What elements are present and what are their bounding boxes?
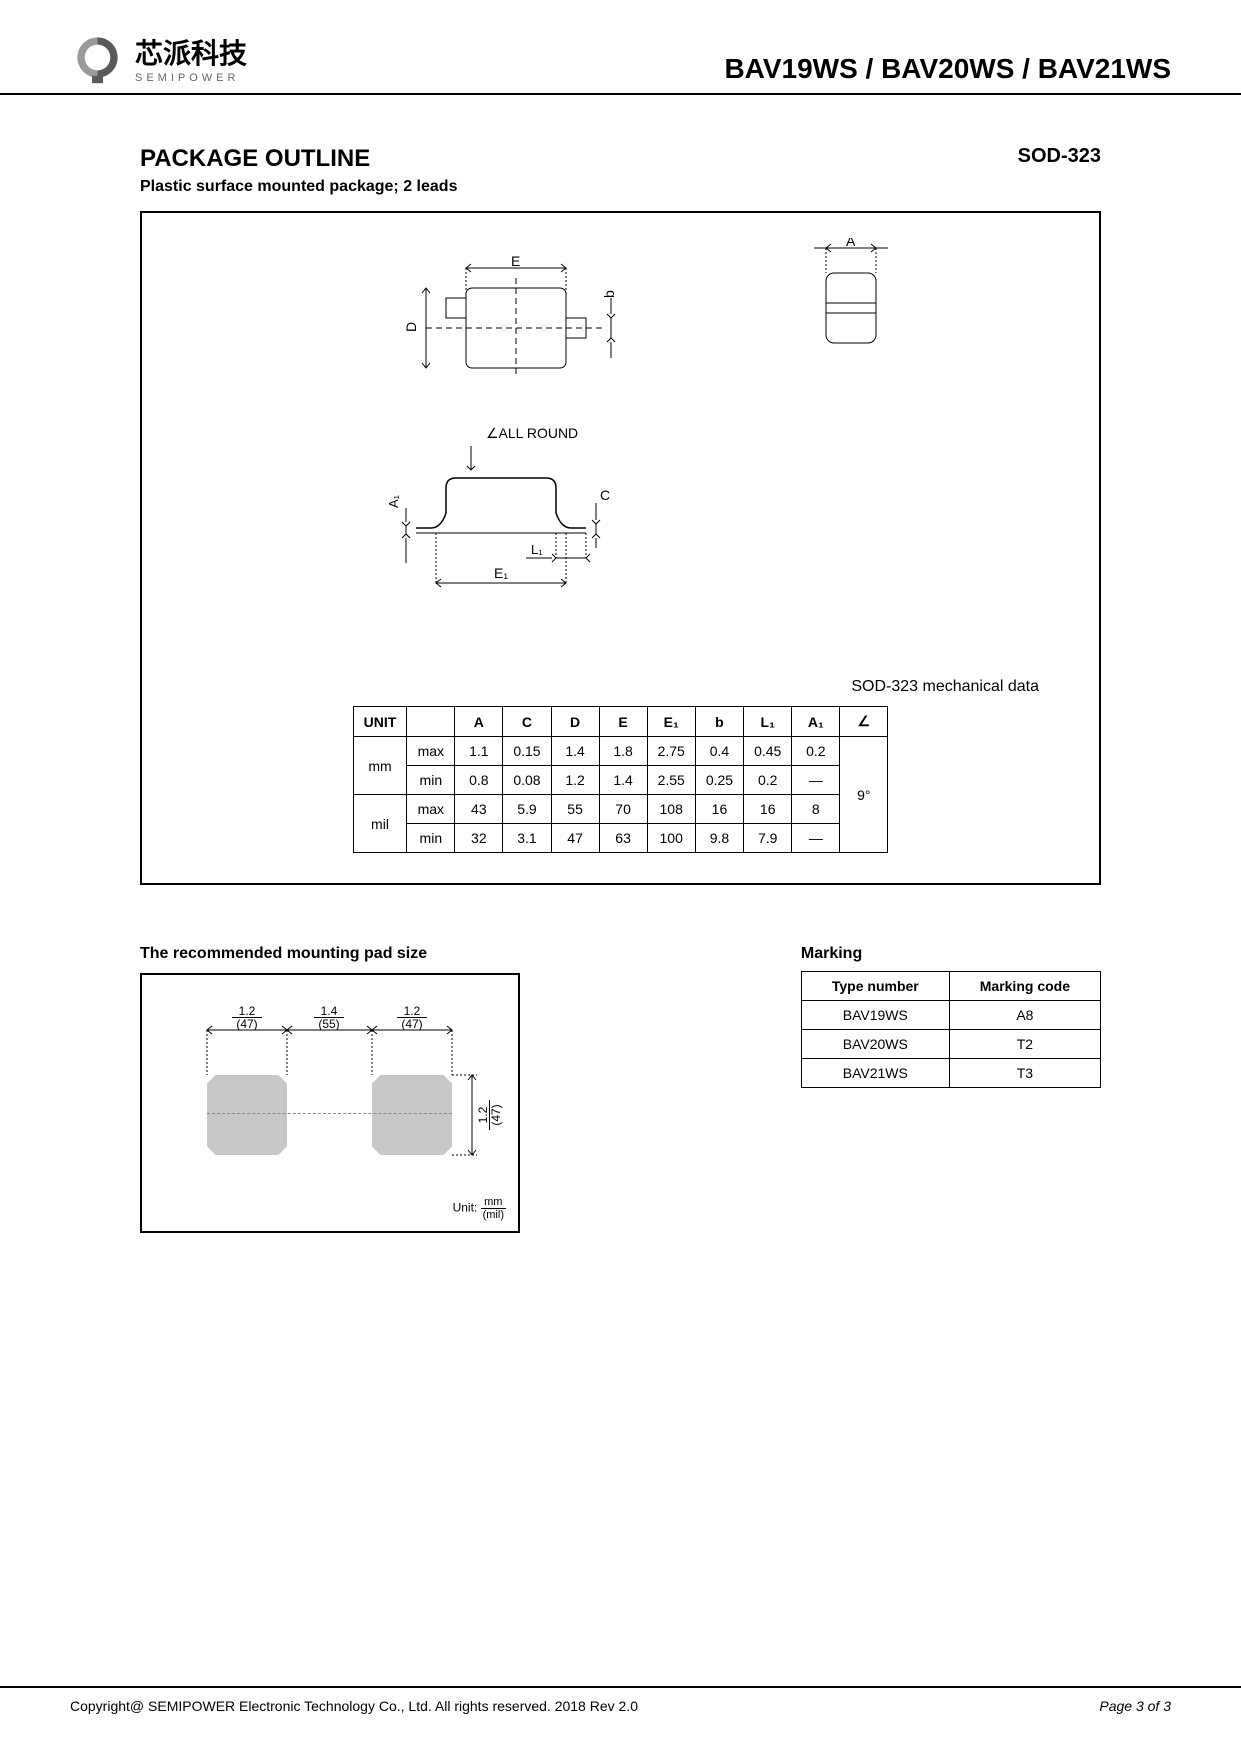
svg-text:b: b xyxy=(601,290,617,298)
top-side-diagram: E D xyxy=(336,238,656,658)
product-title: BAV19WS / BAV20WS / BAV21WS xyxy=(724,53,1171,85)
svg-text:A: A xyxy=(846,238,856,249)
pad-right xyxy=(372,1075,452,1155)
table-row: min 0.80.081.21.42.550.250.2— xyxy=(353,766,888,795)
table-row: mil max 435.9557010816168 xyxy=(353,795,888,824)
section-title: PACKAGE OUTLINE xyxy=(140,145,457,173)
package-label: SOD-323 xyxy=(1018,145,1101,168)
main-content: PACKAGE OUTLINE Plastic surface mounted … xyxy=(0,95,1241,885)
outline-box: E D xyxy=(140,211,1101,885)
dash-line xyxy=(207,1113,452,1114)
mechanical-caption: SOD-323 mechanical data xyxy=(172,678,1039,696)
pad-title: The recommended mounting pad size xyxy=(140,945,520,963)
pad-left xyxy=(207,1075,287,1155)
pad-diagram: 1.2 (47) 1.4 (55) 1.2 (47) 1.2 (47) Unit… xyxy=(140,973,520,1233)
title-row: PACKAGE OUTLINE Plastic surface mounted … xyxy=(140,145,1101,196)
svg-text:∠ALL ROUND: ∠ALL ROUND xyxy=(486,425,578,441)
unit-label: Unit: mm(mil) xyxy=(453,1196,506,1221)
section-subtitle: Plastic surface mounted package; 2 leads xyxy=(140,178,457,196)
svg-text:A₁: A₁ xyxy=(386,494,401,508)
logo-chinese: 芯派科技 xyxy=(135,32,247,72)
marking-title: Marking xyxy=(801,945,1101,963)
page-footer: Copyright@ SEMIPOWER Electronic Technolo… xyxy=(0,1686,1241,1714)
svg-text:C: C xyxy=(600,487,610,503)
lower-section: The recommended mounting pad size xyxy=(0,945,1241,1233)
marking-table: Type numberMarking code BAV19WSA8 BAV20W… xyxy=(801,971,1101,1088)
svg-text:L₁: L₁ xyxy=(531,542,543,557)
diagram-area: E D xyxy=(172,238,1069,658)
footer-left: Copyright@ SEMIPOWER Electronic Technolo… xyxy=(70,1698,638,1714)
footer-right: Page 3 of 3 xyxy=(1099,1698,1171,1714)
svg-text:E₁: E₁ xyxy=(494,565,508,581)
page-header: 芯派科技 SEMIPOWER BAV19WS / BAV20WS / BAV21… xyxy=(0,0,1241,95)
logo-english: SEMIPOWER xyxy=(135,72,247,84)
svg-text:D: D xyxy=(403,322,419,332)
end-diagram: A xyxy=(806,238,906,388)
logo-icon xyxy=(70,30,125,85)
table-header-row: UNIT A C D E E₁ b L₁ A₁ ∠ xyxy=(353,707,888,737)
marking-section: Marking Type numberMarking code BAV19WSA… xyxy=(801,945,1101,1233)
table-row: min 323.147631009.87.9— xyxy=(353,824,888,853)
logo-area: 芯派科技 SEMIPOWER xyxy=(70,30,247,85)
pad-section: The recommended mounting pad size xyxy=(140,945,520,1233)
logo-text: 芯派科技 SEMIPOWER xyxy=(135,32,247,84)
table-row: mm max 1.10.151.41.82.750.40.450.2 9° xyxy=(353,737,888,766)
mechanical-table: UNIT A C D E E₁ b L₁ A₁ ∠ mm max 1.10.15… xyxy=(353,706,889,853)
svg-text:E: E xyxy=(511,253,520,269)
